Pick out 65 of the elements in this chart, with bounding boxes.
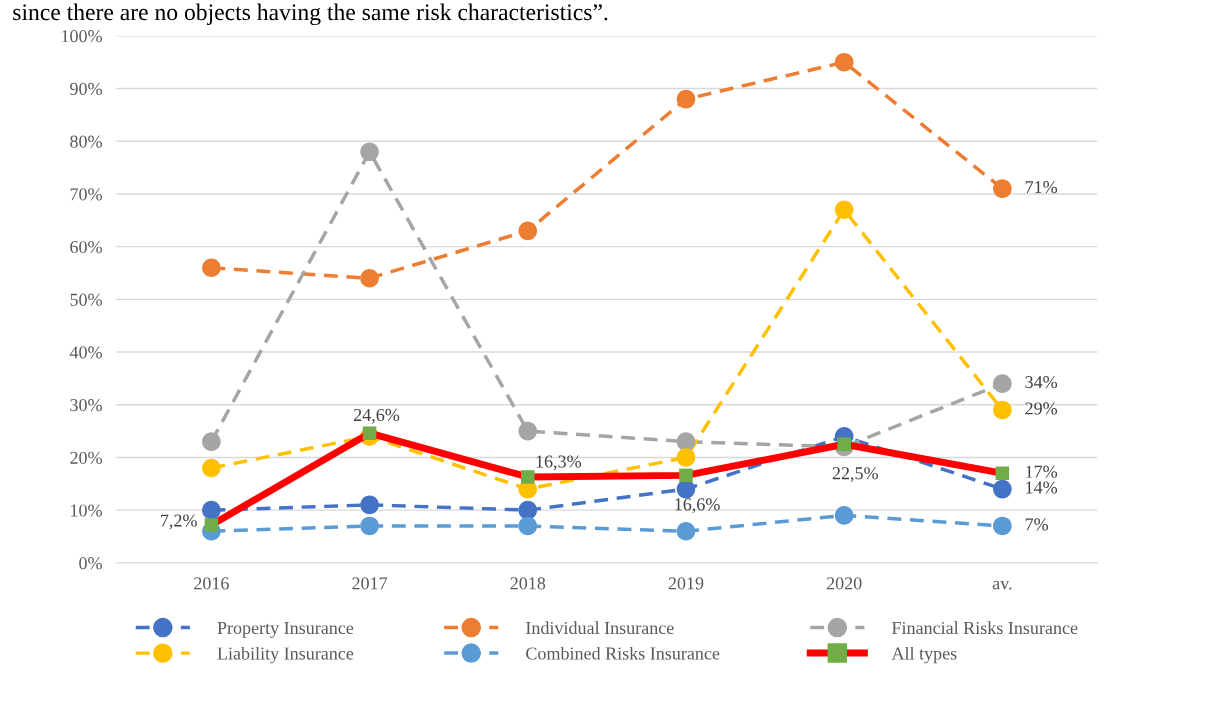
x-tick-label: 2016 (194, 577, 229, 590)
point (676, 448, 696, 467)
data-label: 16,6% (675, 498, 720, 514)
point (679, 468, 693, 483)
point (993, 516, 1012, 536)
data-label: 34% (1025, 376, 1058, 389)
y-tick-label: 80% (70, 135, 102, 148)
point (202, 258, 221, 278)
point (521, 470, 535, 484)
legend-label: Individual Insurance (526, 621, 674, 635)
y-tick-label: 20% (70, 451, 102, 464)
legend-label: Combined Risks Insurance (526, 646, 720, 660)
data-label: 14% (1026, 481, 1058, 494)
y-tick-label: 30% (70, 399, 102, 412)
point (834, 506, 854, 525)
y-tick-label: 0% (79, 557, 102, 570)
point (834, 52, 854, 72)
point (518, 500, 538, 520)
point (204, 518, 219, 532)
point (360, 142, 379, 162)
data-label: 16,3% (536, 455, 582, 471)
x-tick-label: 2019 (668, 577, 704, 590)
point (834, 200, 854, 220)
y-tick-label: 10% (71, 504, 102, 517)
y-tick-label: 90% (70, 82, 102, 96)
point (993, 479, 1012, 499)
legend-label: Liability Insurance (217, 646, 354, 664)
legend-label: Property Insurance (217, 622, 354, 638)
data-label: 7,2% (161, 514, 197, 530)
point (360, 495, 379, 515)
point (518, 421, 538, 441)
point (993, 179, 1012, 198)
point (360, 268, 379, 288)
point (360, 516, 379, 536)
x-tick-label: 2017 (352, 577, 388, 590)
y-tick-label: 70% (70, 188, 102, 201)
point (676, 432, 696, 451)
point (518, 516, 538, 536)
data-label: 17% (1026, 465, 1058, 478)
y-tick-label: 60% (70, 240, 102, 254)
point (676, 521, 696, 541)
y-tick-label: 100% (62, 30, 102, 43)
point (518, 221, 538, 241)
point (362, 426, 377, 440)
x-tick-label: 2020 (826, 577, 862, 590)
point (993, 400, 1012, 420)
point (202, 458, 221, 478)
data-label: 71% (1025, 181, 1058, 194)
text: since there are no objects having the same risk characteristics”. (13, 3, 608, 26)
data-label: 29% (1025, 402, 1058, 415)
data-label: 24,6% (354, 408, 400, 424)
y-tick-label: 50% (70, 293, 102, 306)
x-tick-label: 2018 (510, 577, 546, 590)
point (202, 432, 221, 451)
legend-label: Financial Risks Insurance (892, 621, 1078, 635)
x-tick-label: av. (992, 580, 1012, 590)
legend-label: All types (891, 646, 957, 664)
point (995, 466, 1010, 481)
data-label: 7% (1025, 518, 1049, 531)
point (676, 479, 696, 499)
point (676, 89, 696, 109)
y-tick-label: 40% (69, 346, 102, 359)
point (993, 374, 1012, 393)
point (202, 500, 221, 520)
data-label: 22,5% (832, 467, 878, 482)
